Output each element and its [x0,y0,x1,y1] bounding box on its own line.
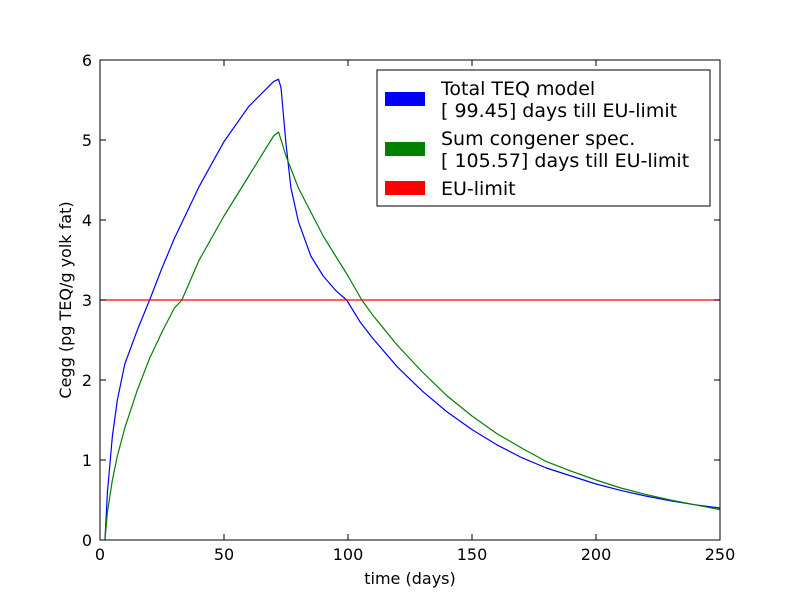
series-line-0 [104,78,721,541]
x-tick-label: 100 [333,545,364,564]
y-tick-label: 2 [82,371,92,390]
legend-label-1: Sum congener spec. [441,128,635,150]
y-tick-label: 0 [82,531,92,550]
x-tick-label: 150 [457,545,488,564]
legend: Total TEQ model[ 99.45] days till EU-lim… [376,69,711,207]
legend-box [376,69,711,207]
series-layer [100,78,721,541]
y-tick-label: 3 [82,291,92,310]
y-axis-label: Cegg (pg TEQ/g yolk fat) [56,201,75,398]
x-tick-label: 0 [95,545,105,564]
y-tick-label: 6 [82,51,92,70]
legend-swatch-0 [385,92,425,106]
legend-label-2: EU-limit [441,178,516,200]
x-tick-label: 250 [705,545,736,564]
x-tick-label: 50 [214,545,234,564]
legend-label-1: [ 105.57] days till EU-limit [441,150,689,172]
legend-swatch-2 [385,181,425,195]
legend-label-0: [ 99.45] days till EU-limit [441,100,677,122]
ticks-layer: 0 50 100 150 200 250 0 1 2 3 4 5 6 [82,51,735,564]
y-tick-label: 5 [82,131,92,150]
y-tick-label: 4 [82,211,92,230]
x-tick-label: 200 [581,545,612,564]
x-axis-label: time (days) [364,569,455,588]
legend-label-0: Total TEQ model [440,78,595,100]
legend-swatch-1 [385,142,425,156]
series-line-1 [104,131,721,541]
y-tick-label: 1 [82,451,92,470]
